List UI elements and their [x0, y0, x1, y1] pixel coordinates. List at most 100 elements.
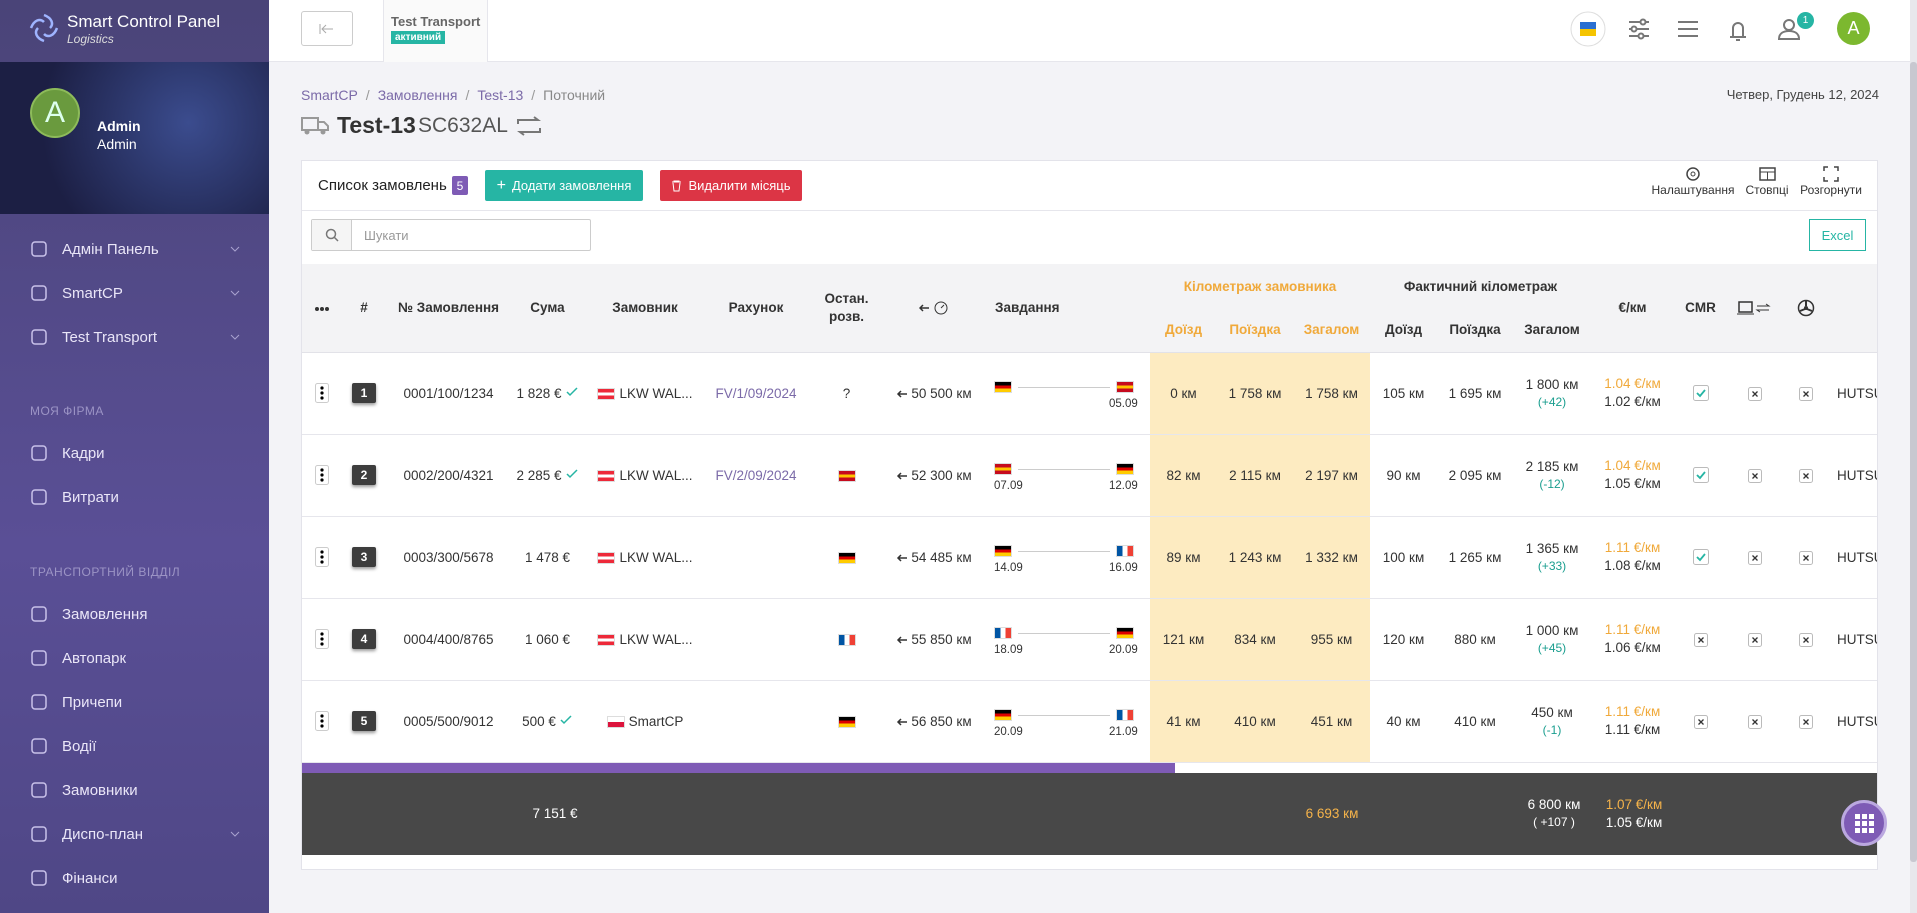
title: Test-13: [337, 112, 416, 138]
column-header: Остан. розв.: [806, 264, 887, 353]
menu-label: Кадри: [62, 444, 105, 462]
cell: 1 828 €: [511, 352, 584, 435]
customer: LKW WAL...: [619, 549, 693, 565]
flag: [994, 626, 1012, 639]
menu-item[interactable]: Витрати: [30, 488, 240, 506]
column-header: Завдання: [981, 264, 1150, 353]
tool[interactable]: Розгорнути: [1786, 165, 1876, 197]
search[interactable]: Шукати: [311, 219, 591, 251]
actual-km: 450 км: [1531, 704, 1573, 720]
flag: [994, 708, 1012, 721]
order-row: 4 0004/400/8765 1 060 € LKW WAL... 55 850 км…: [302, 598, 1877, 681]
route-line: [1018, 550, 1110, 552]
logo: [29, 13, 59, 43]
from-date: 07.09: [994, 479, 1023, 492]
order-number: 0003/300/5678: [403, 549, 494, 565]
rate-ordered: 1.04 €/км: [1604, 376, 1661, 391]
cell: 1: [342, 352, 386, 435]
invoice[interactable]: FV/2/09/2024: [715, 467, 797, 483]
tool[interactable]: Стовпці: [1722, 165, 1812, 197]
menu-item[interactable]: Test Transport: [30, 328, 240, 346]
km-diff: (-12): [1539, 476, 1565, 491]
menu-item[interactable]: Автопарк: [30, 649, 240, 667]
company-tab[interactable]: Test Transport активний: [383, 0, 488, 62]
cell: 40 км: [1370, 680, 1437, 763]
menu-item[interactable]: Кадри: [30, 444, 240, 462]
driver: HUTSU: [1837, 385, 1877, 401]
back-button[interactable]: [301, 11, 353, 46]
cell: 450 км (-1): [1513, 680, 1591, 763]
flag: [1116, 626, 1134, 639]
cell: [806, 516, 887, 599]
crumb[interactable]: Test-13: [477, 87, 524, 103]
user-name: Admin: [97, 118, 141, 134]
crumb: Поточний: [543, 87, 606, 103]
company: Test Transport: [391, 14, 481, 29]
count-badge: 5: [452, 176, 468, 195]
cell: 1 365 км (+33): [1513, 516, 1591, 599]
cell: [1782, 434, 1830, 517]
ord-cell: 1 243 км: [1217, 516, 1293, 599]
menu-item[interactable]: Замовлення: [30, 605, 240, 623]
flag: [994, 462, 1012, 475]
cmr: [1674, 434, 1727, 517]
crumb[interactable]: SmartCP: [301, 87, 358, 103]
menu-item[interactable]: Замовники: [30, 781, 240, 799]
user-avatar[interactable]: A: [1837, 12, 1870, 45]
route-line: [1018, 632, 1110, 634]
row-menu: [302, 516, 342, 599]
excel-button[interactable]: Excel: [1809, 219, 1866, 251]
cell: [1782, 516, 1830, 599]
invoice[interactable]: FV/1/09/2024: [715, 385, 797, 401]
cell: [706, 598, 806, 681]
cell: LKW WAL...: [584, 434, 706, 517]
apps-button[interactable]: [1841, 800, 1887, 846]
tool[interactable]: Налаштування: [1648, 165, 1738, 197]
menu-item[interactable]: SmartCP: [30, 284, 240, 302]
actual-km: 90 км: [1386, 467, 1421, 483]
cell: LKW WAL...: [584, 352, 706, 435]
ord-cell: 121 км: [1150, 598, 1217, 681]
actual-km: 2 095 км: [1448, 467, 1502, 483]
column-header: Доїзд: [1150, 308, 1217, 353]
ord-cell: 834 км: [1217, 598, 1293, 681]
ordered-km: 89 км: [1166, 549, 1201, 565]
menu-label: Автопарк: [62, 649, 127, 667]
order-number: 0005/500/9012: [403, 713, 494, 729]
sum: 1 828 €: [516, 385, 562, 401]
actual-km: 120 км: [1382, 631, 1425, 647]
column-header: Поїздка: [1437, 308, 1513, 353]
cell: 1 478 €: [511, 516, 584, 599]
ord-cell: 41 км: [1150, 680, 1217, 763]
flag: [1116, 544, 1134, 557]
menu-label: Диспо-план: [62, 825, 143, 843]
menu-item[interactable]: Причепи: [30, 693, 240, 711]
rate-actual: 1.11 €/км: [1604, 722, 1661, 737]
cell: 1.04 €/км 1.05 €/км: [1591, 434, 1674, 517]
column-header: [1727, 264, 1782, 353]
add-button[interactable]: + Додати замовлення: [485, 170, 643, 201]
cell: 1 060 €: [511, 598, 584, 681]
menu-item[interactable]: Водії: [30, 737, 240, 755]
swap-icon[interactable]: [515, 116, 543, 136]
menu-item[interactable]: Диспо-план: [30, 825, 240, 843]
ordered-km: 2 197 км: [1305, 467, 1358, 483]
actual-km: 1 265 км: [1448, 549, 1502, 565]
crumb[interactable]: Замовлення: [377, 87, 458, 103]
menu-label: Причепи: [62, 693, 123, 711]
delete-button[interactable]: Видалити місяць: [660, 170, 802, 201]
ordered-km: 955 км: [1310, 631, 1353, 647]
head-row: Доїзд Поїздка Загалом Доїзд Поїздка Загалом: [302, 308, 1877, 353]
flag: [597, 469, 616, 482]
cell: [806, 598, 887, 681]
menu-label: Замовлення: [62, 605, 148, 623]
menu-item[interactable]: Адмін Панель: [30, 240, 240, 258]
cell: 55 850 км: [887, 598, 981, 681]
flag: [837, 715, 856, 728]
flag: [837, 469, 856, 482]
menu-item[interactable]: Фінанси: [30, 869, 240, 887]
cell: [1727, 516, 1782, 599]
cell: LKW WAL...: [584, 598, 706, 681]
sidebar: Smart Control Panel Logistics A Admin Ad…: [0, 0, 269, 913]
profile: A Admin Admin: [0, 62, 269, 214]
